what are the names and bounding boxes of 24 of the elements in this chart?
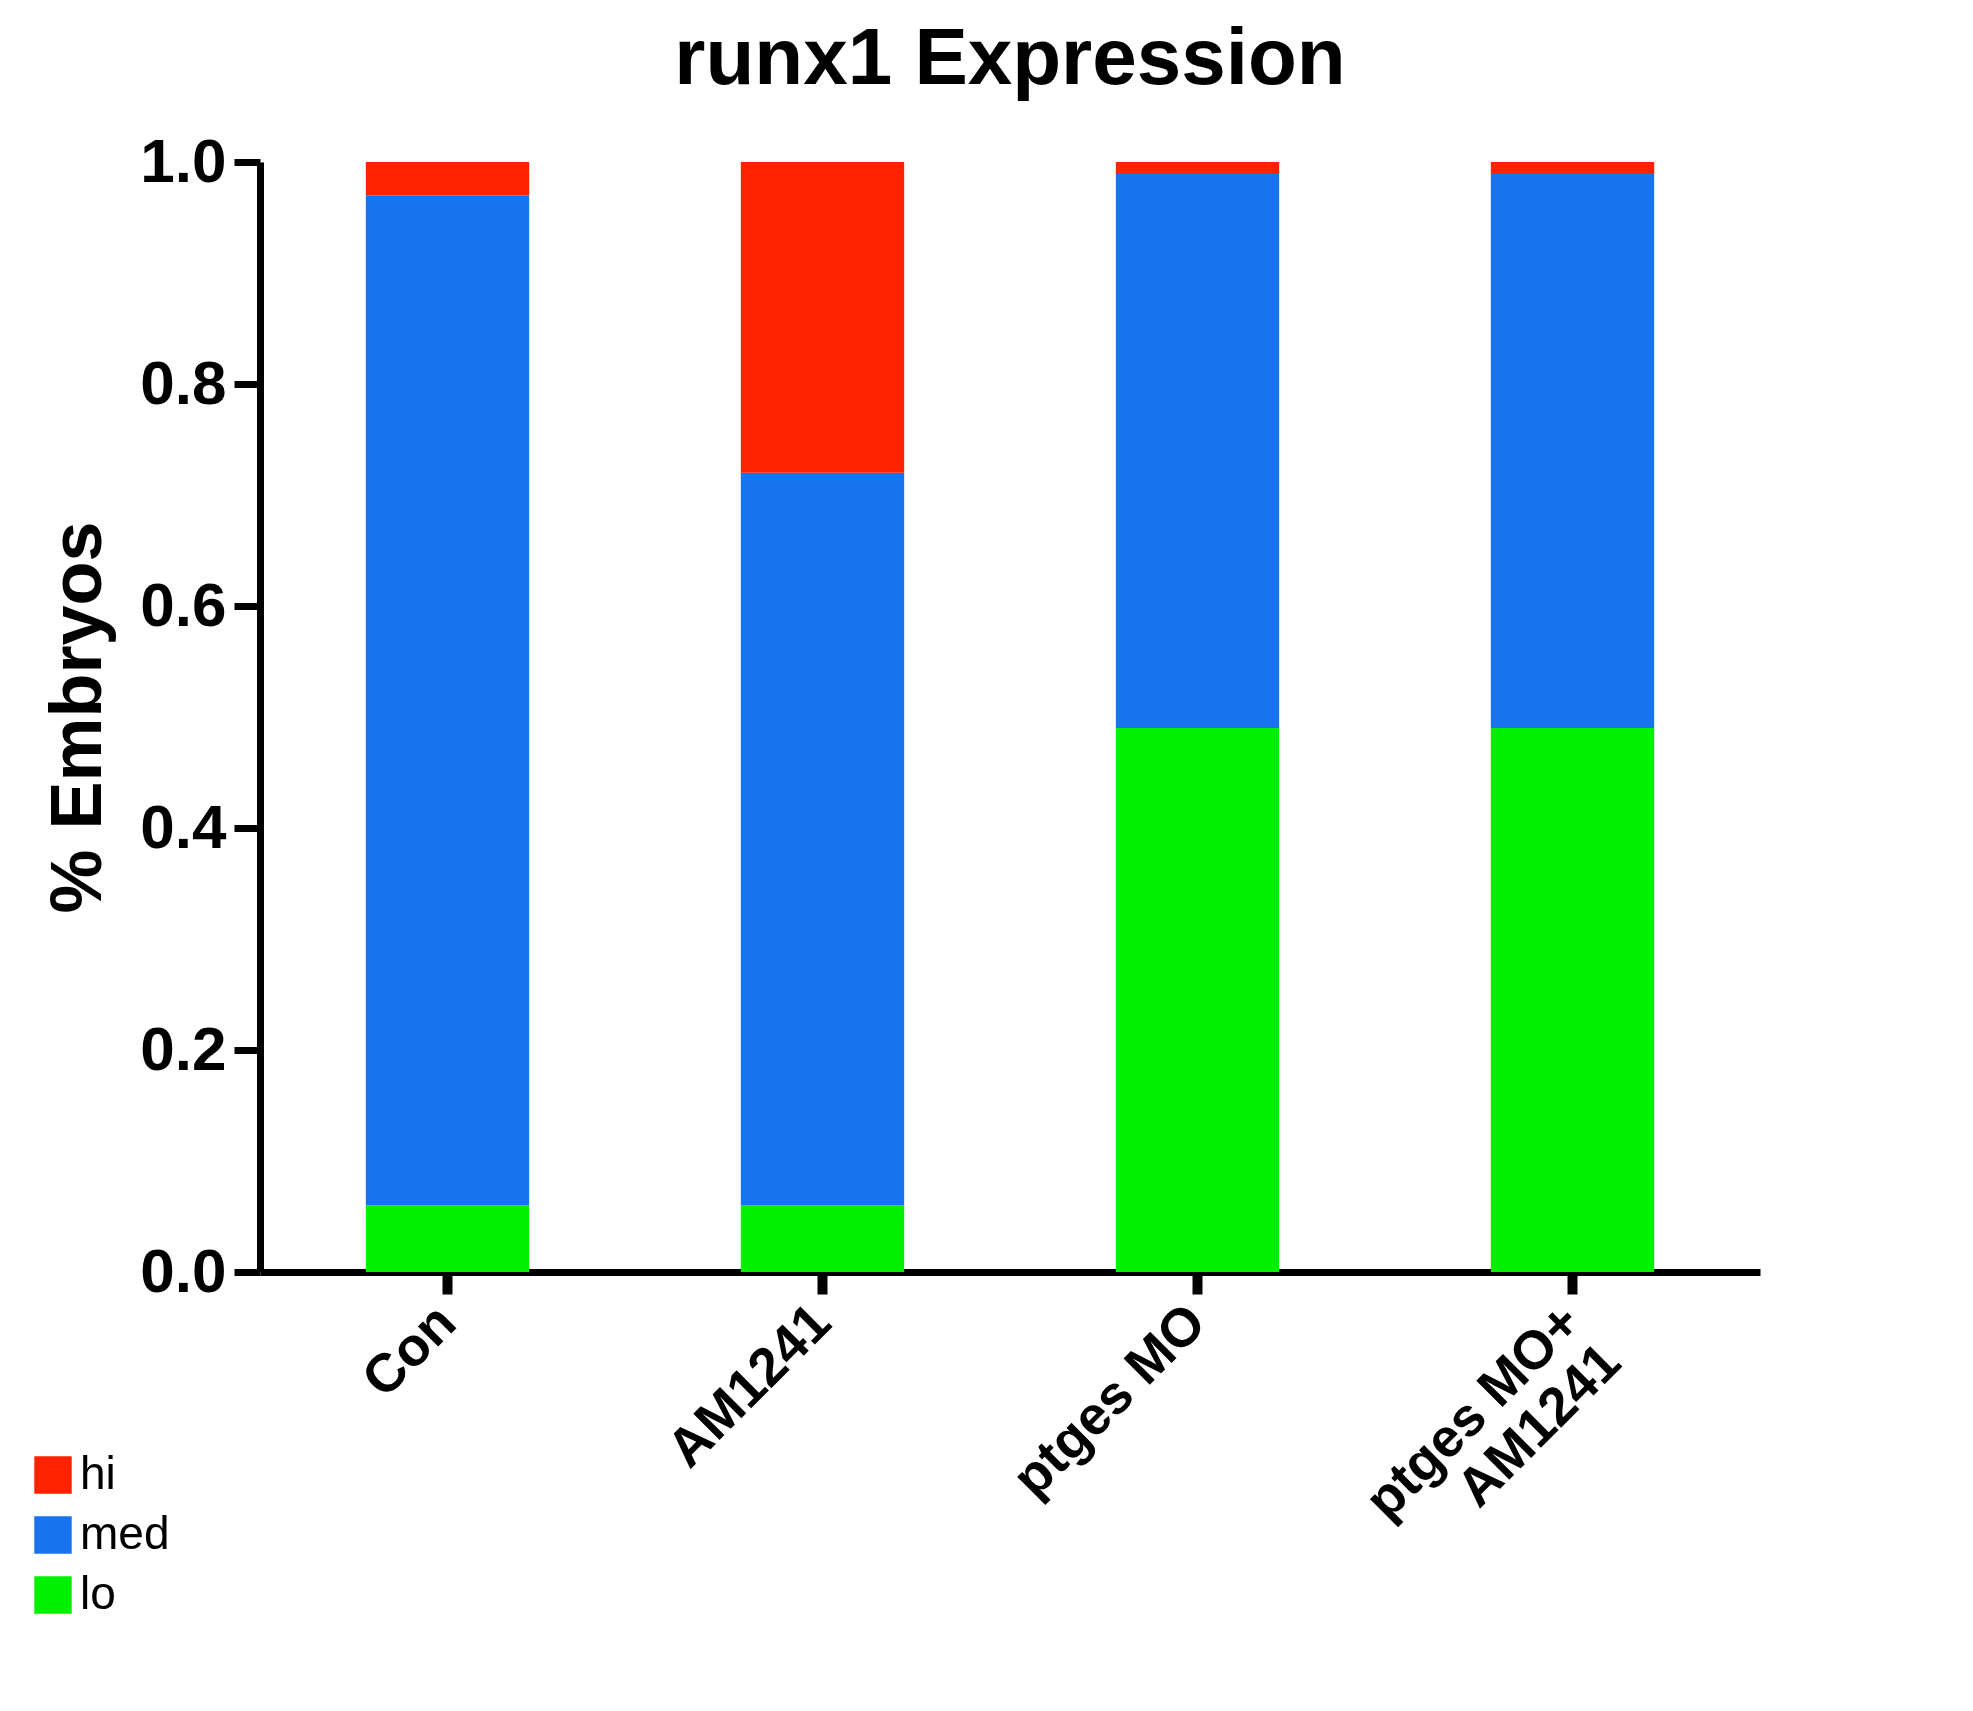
bar <box>740 162 905 473</box>
legend-label: med <box>80 1507 170 1559</box>
bar <box>365 195 530 1206</box>
bar <box>1115 728 1280 1272</box>
y-tick-label: 0.6 <box>140 569 227 639</box>
y-axis-title: % Embryos <box>36 521 117 914</box>
bar <box>365 162 530 196</box>
bar <box>1115 173 1280 729</box>
y-tick-label: 0.0 <box>140 1235 227 1305</box>
bar <box>1490 162 1655 174</box>
bar <box>1490 728 1655 1272</box>
x-tick-label: Con <box>349 1291 467 1408</box>
bar <box>365 1205 530 1272</box>
bar <box>740 472 905 1206</box>
bar <box>1115 162 1280 174</box>
y-tick-label: 0.2 <box>140 1013 227 1083</box>
y-tick-label: 0.4 <box>140 791 227 861</box>
legend-label: lo <box>80 1567 116 1619</box>
bar <box>740 1205 905 1272</box>
y-tick-label: 0.8 <box>140 347 227 417</box>
chart-title: runx1 Expression <box>674 12 1346 101</box>
legend-label: hi <box>80 1447 116 1499</box>
bar <box>1490 173 1655 729</box>
y-tick-label: 1.0 <box>140 125 227 195</box>
